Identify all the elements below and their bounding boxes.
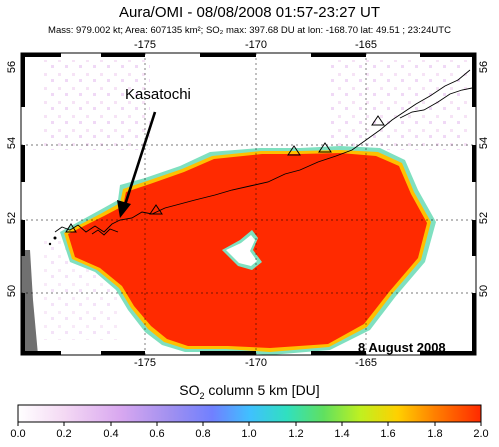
colorbar-tick-3: 0.6 — [149, 428, 165, 440]
colorbar-tick-6: 1.2 — [288, 428, 304, 440]
lon-tick-top-2: -170 — [244, 39, 268, 51]
colorbar-tick-10: 2.0 — [473, 428, 489, 440]
lat-tick-right-52: 52 — [478, 211, 490, 225]
colorbar — [17, 404, 482, 423]
lon-tick-top-1: -175 — [133, 39, 157, 51]
lon-tick-bottom-1: -175 — [133, 357, 157, 369]
lat-tick-right-50: 50 — [478, 284, 490, 298]
colorbar-tick-9: 1.8 — [427, 428, 443, 440]
lon-tick-top-3: -165 — [354, 39, 378, 51]
lat-tick-left-54: 54 — [6, 136, 18, 150]
kasatochi-arrow-head — [117, 200, 131, 218]
lon-tick-bottom-3: -165 — [354, 357, 378, 369]
date-label: 8 August 2008 — [358, 340, 446, 355]
aleutian-chain — [54, 69, 471, 233]
colorbar-tick-0: 0.0 — [10, 428, 26, 440]
lat-tick-right-54: 54 — [478, 136, 490, 150]
kasatochi-arrow-shaft — [122, 111, 157, 209]
colorbar-tick-7: 1.4 — [334, 428, 350, 440]
lat-tick-left-50: 50 — [6, 284, 18, 298]
colorbar-tick-8: 1.6 — [380, 428, 396, 440]
lon-tick-bottom-2: -170 — [244, 357, 268, 369]
missing-data-strip — [21, 250, 38, 355]
colorbar-tick-4: 0.8 — [195, 428, 211, 440]
chart-title: Aura/OMI - 08/08/2008 01:57-23:27 UT — [119, 4, 380, 21]
colorbar-tick-2: 0.4 — [103, 428, 119, 440]
colorbar-tick-5: 1.0 — [241, 428, 257, 440]
volcano-label: Kasatochi — [125, 86, 191, 103]
chart-subtitle: Mass: 979.002 kt; Area: 607135 km²; SO₂ … — [48, 25, 451, 36]
colorbar-title: SO2 column 5 km [DU] — [179, 382, 320, 401]
colorbar-tick-1: 0.2 — [56, 428, 72, 440]
lat-tick-left-52: 52 — [6, 211, 18, 225]
lat-tick-right-56: 56 — [478, 60, 490, 74]
lat-tick-left-56: 56 — [6, 60, 18, 74]
